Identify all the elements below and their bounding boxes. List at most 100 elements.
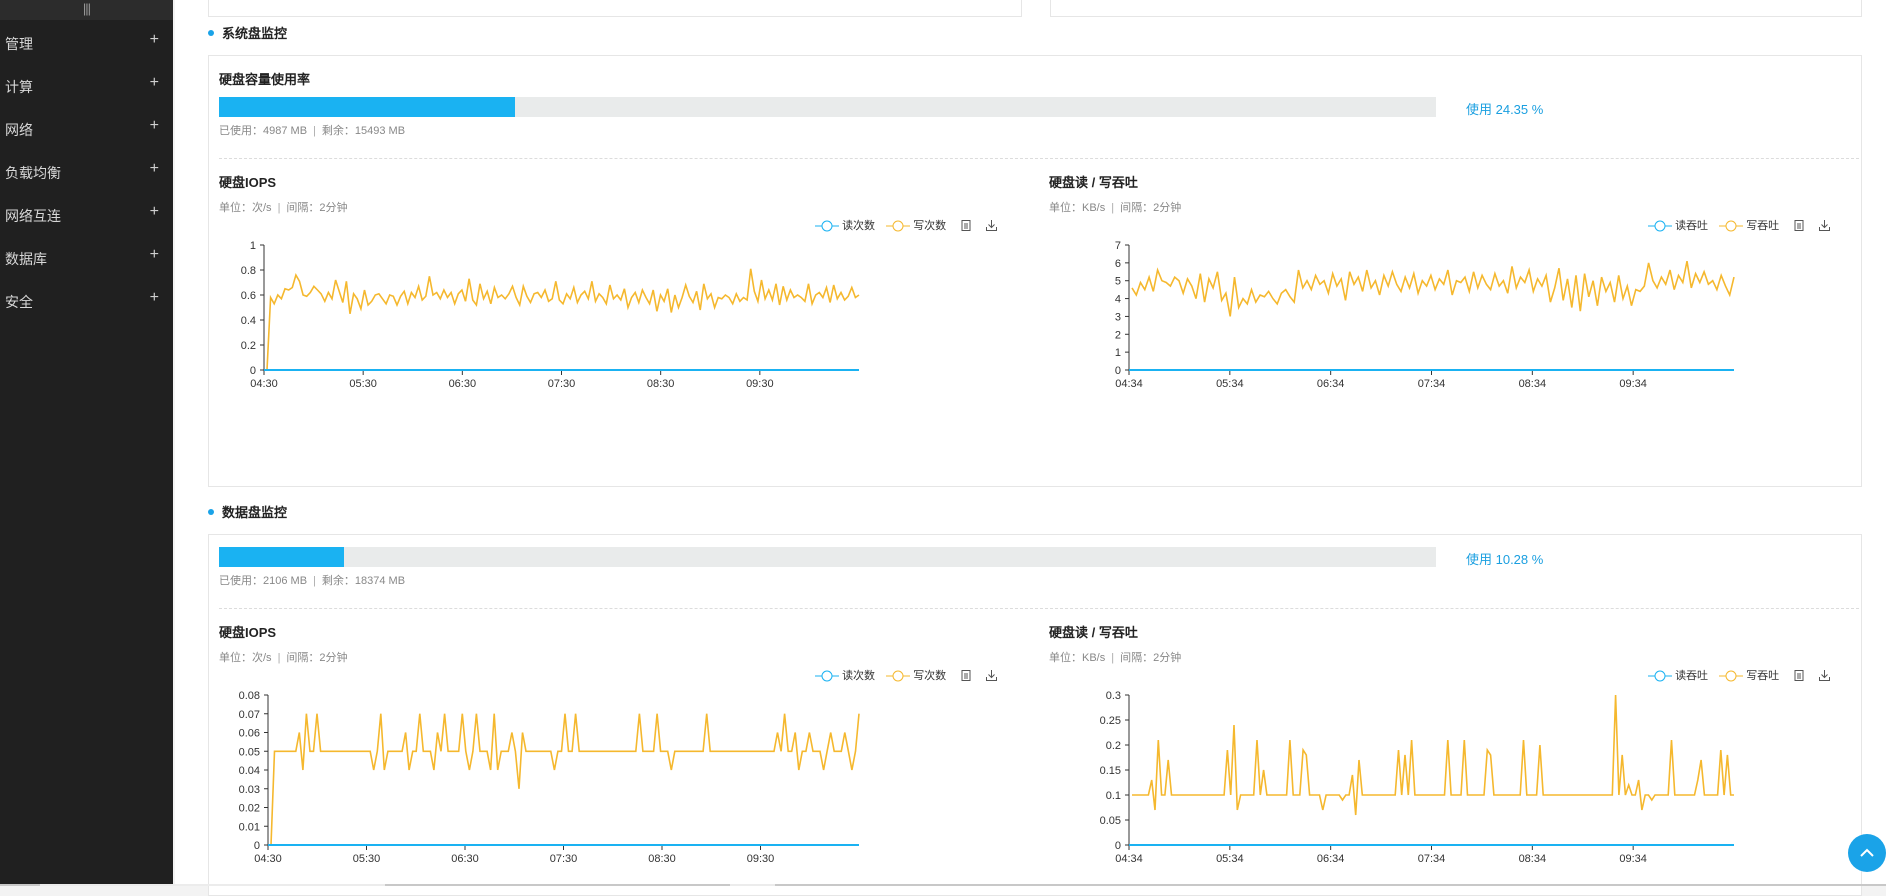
legend-write[interactable]: 写次数 xyxy=(886,217,946,233)
scroll-to-top-button[interactable] xyxy=(1848,834,1886,872)
download-icon[interactable] xyxy=(986,669,998,681)
download-icon[interactable] xyxy=(1819,669,1831,681)
doc-icon[interactable] xyxy=(961,219,971,231)
x-tick-label: 05:34 xyxy=(1216,853,1244,865)
doc-icon[interactable] xyxy=(1794,219,1804,231)
sidebar-item-label: 网络 xyxy=(5,122,33,138)
expand-plus-icon[interactable]: + xyxy=(149,117,159,134)
expand-plus-icon[interactable]: + xyxy=(149,31,159,48)
sidebar-item-database[interactable]: 数据库 + xyxy=(0,246,173,270)
x-tick-label: 05:30 xyxy=(349,378,377,390)
x-tick-label: 07:34 xyxy=(1418,378,1446,390)
expand-plus-icon[interactable]: + xyxy=(149,74,159,91)
chart-unit-info: 单位：次/s | 间隔：2分钟 xyxy=(219,202,348,214)
x-tick-label: 06:34 xyxy=(1317,378,1345,390)
legend-write[interactable]: 写吞吐 xyxy=(1719,217,1779,233)
y-tick-label: 1 xyxy=(250,240,256,252)
throughput-chart: 0 1 2 3 4 5 6 7 04:34 05:34 06:34 07:34 08:34 09:34 xyxy=(1115,240,1735,390)
expand-plus-icon[interactable]: + xyxy=(149,289,159,306)
chart-title-throughput: 硬盘读 / 写吞吐 xyxy=(1049,175,1138,190)
main-content: 系统盘监控 硬盘容量使用率 使用 24.35 % 已使用：4987 MB | 剩余：… xyxy=(175,0,1886,896)
legend-write[interactable]: 写次数 xyxy=(886,667,946,683)
sidebar-item-load-balance[interactable]: 负载均衡 + xyxy=(0,160,173,184)
divider xyxy=(219,608,1859,609)
series-line-write xyxy=(1131,260,1735,317)
y-tick-label: 6 xyxy=(1115,258,1121,270)
capacity-title: 硬盘容量使用率 xyxy=(219,72,311,87)
legend-read[interactable]: 读次数 xyxy=(815,667,875,683)
chart-legend: 读次数 写次数 xyxy=(815,667,998,683)
y-tick-label: 0.05 xyxy=(1100,815,1121,827)
series-line-write xyxy=(1132,694,1734,816)
y-tick-label: 7 xyxy=(1115,240,1121,252)
y-tick-label: 0.05 xyxy=(239,746,260,758)
y-tick-label: 0.25 xyxy=(1100,715,1121,727)
x-tick-label: 04:34 xyxy=(1115,378,1143,390)
capacity-progress-bar xyxy=(219,547,1436,567)
x-tick-label: 08:34 xyxy=(1519,378,1547,390)
doc-icon[interactable] xyxy=(1794,669,1804,681)
chart-unit-info: 单位：次/s | 间隔：2分钟 xyxy=(219,652,348,664)
usage-percent-label: 使用 10.28 % xyxy=(1466,552,1544,567)
doc-icon[interactable] xyxy=(961,669,971,681)
legend-read[interactable]: 读次数 xyxy=(815,217,875,233)
y-tick-label: 0.03 xyxy=(239,784,260,796)
chart-title-iops: 硬盘IOPS xyxy=(219,175,277,190)
y-tick-label: 0.08 xyxy=(239,690,260,702)
chart-title-throughput: 硬盘读 / 写吞吐 xyxy=(1049,625,1138,640)
y-tick-label: 0.07 xyxy=(239,709,260,721)
x-tick-label: 04:30 xyxy=(254,853,282,865)
sidebar-collapse-toggle[interactable]: ||| xyxy=(0,0,173,20)
legend-write[interactable]: 写吞吐 xyxy=(1719,667,1779,683)
horizontal-scrollbar[interactable] xyxy=(0,884,1886,886)
legend-read[interactable]: 读吞吐 xyxy=(1648,667,1708,683)
x-tick-label: 06:30 xyxy=(451,853,479,865)
x-tick-label: 09:34 xyxy=(1619,378,1647,390)
y-tick-label: 0.2 xyxy=(241,340,256,352)
section-title-data-disk: 数据盘监控 xyxy=(208,502,287,521)
sidebar-item-network[interactable]: 网络 + xyxy=(0,117,173,141)
scrollbar-thumb[interactable] xyxy=(385,884,730,886)
y-tick-label: 1 xyxy=(1115,347,1121,359)
download-icon[interactable] xyxy=(1819,219,1831,231)
sidebar-item-security[interactable]: 安全 + xyxy=(0,289,173,313)
chart-legend: 读吞吐 写吞吐 xyxy=(1648,667,1831,683)
chart-title-iops: 硬盘IOPS xyxy=(219,625,277,640)
y-tick-label: 0 xyxy=(1115,365,1121,377)
sidebar-item-label: 负载均衡 xyxy=(5,165,61,181)
x-tick-label: 09:30 xyxy=(747,853,775,865)
usage-percent-label: 使用 24.35 % xyxy=(1466,102,1544,117)
expand-plus-icon[interactable]: + xyxy=(149,203,159,220)
system-disk-panel: 硬盘容量使用率 使用 24.35 % 已使用：4987 MB | 剩余：15493 … xyxy=(208,55,1862,487)
capacity-progress-bar xyxy=(219,97,1436,117)
y-tick-label: 0.4 xyxy=(241,315,256,327)
previous-card-left xyxy=(208,0,1022,17)
bullet-dot-icon xyxy=(208,29,214,36)
x-tick-label: 07:34 xyxy=(1418,853,1446,865)
x-tick-label: 08:30 xyxy=(648,853,676,865)
chart-legend: 读次数 写次数 xyxy=(815,217,998,233)
capacity-progress-fill xyxy=(219,97,516,117)
x-tick-label: 04:34 xyxy=(1115,853,1143,865)
x-tick-label: 07:30 xyxy=(548,378,576,390)
sidebar-item-interconnect[interactable]: 网络互连 + xyxy=(0,203,173,227)
data-disk-panel: 使用 10.28 % 已使用：2106 MB | 剩余：18374 MB 硬盘IOP… xyxy=(208,534,1862,896)
capacity-detail: 已使用：4987 MB | 剩余：15493 MB xyxy=(219,125,406,137)
x-tick-label: 06:34 xyxy=(1317,853,1345,865)
y-tick-label: 0.1 xyxy=(1106,790,1121,802)
divider xyxy=(219,158,1859,159)
sidebar-item-compute[interactable]: 计算 + xyxy=(0,74,173,98)
capacity-progress-fill xyxy=(219,547,345,567)
x-tick-label: 05:34 xyxy=(1216,378,1244,390)
legend-read[interactable]: 读吞吐 xyxy=(1648,217,1708,233)
expand-plus-icon[interactable]: + xyxy=(149,246,159,263)
expand-plus-icon[interactable]: + xyxy=(149,160,159,177)
chart-unit-info: 单位：KB/s | 间隔：2分钟 xyxy=(1049,202,1182,214)
y-tick-label: 0.3 xyxy=(1106,690,1121,702)
x-tick-label: 07:30 xyxy=(550,853,578,865)
download-icon[interactable] xyxy=(986,219,998,231)
scrollbar-segment xyxy=(775,884,1886,886)
y-tick-label: 0.6 xyxy=(241,290,256,302)
y-tick-label: 0.02 xyxy=(239,803,260,815)
sidebar-item-manage[interactable]: 管理 + xyxy=(0,31,173,55)
